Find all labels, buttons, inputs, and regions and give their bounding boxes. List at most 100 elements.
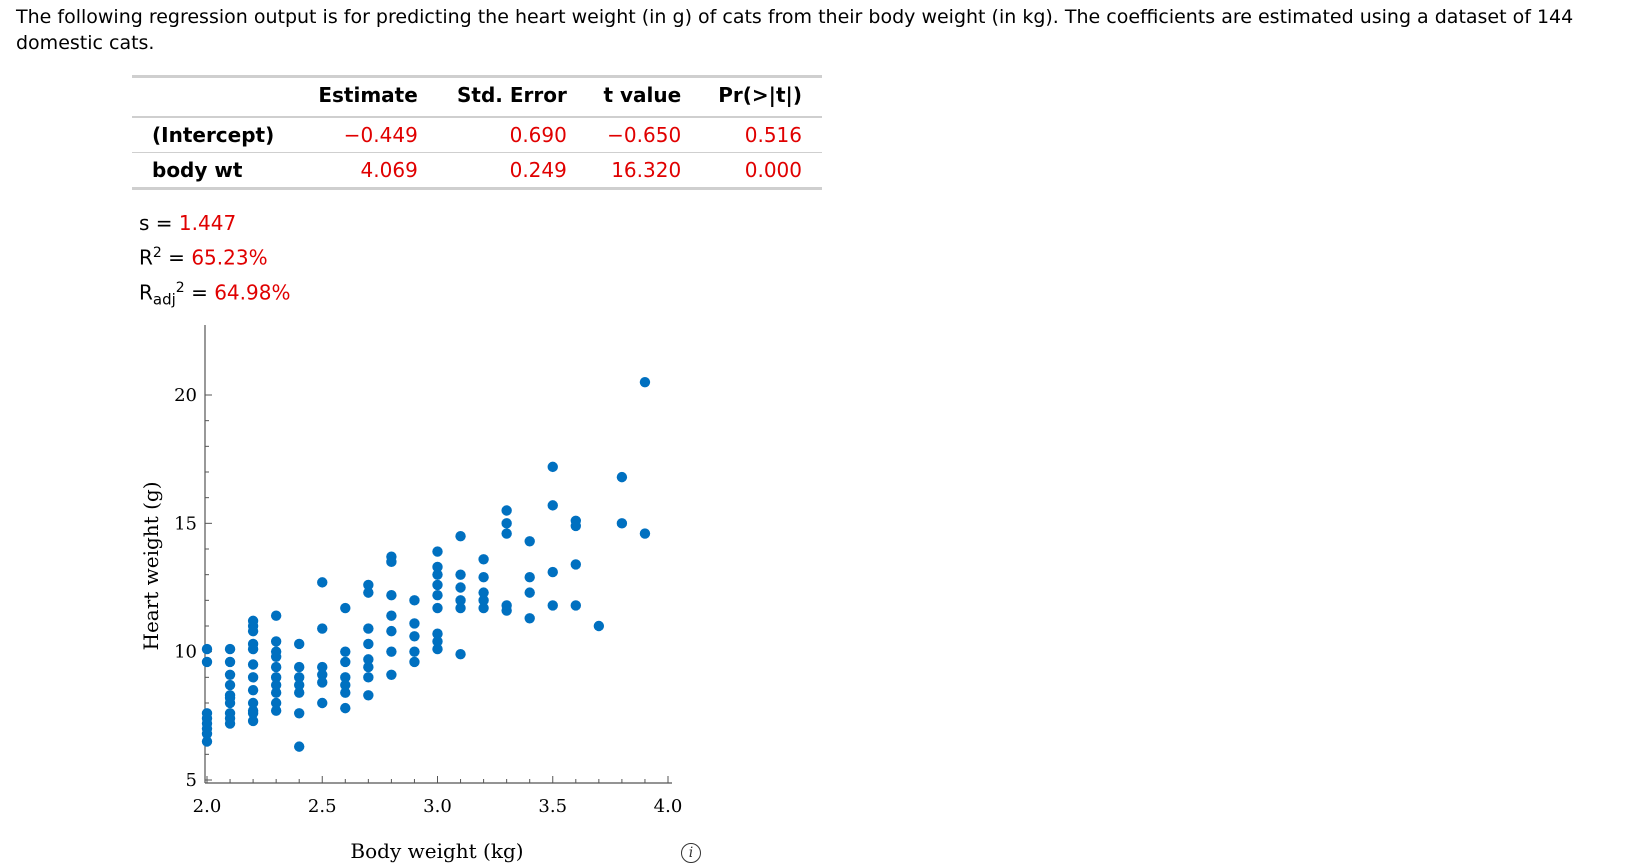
cell-t-value: 16.320 bbox=[586, 152, 702, 190]
header-t-value: t value bbox=[586, 75, 702, 118]
scatter-point bbox=[247, 659, 259, 670]
scatter-point bbox=[294, 708, 305, 719]
scatter-point bbox=[270, 646, 282, 657]
scatter-point bbox=[363, 672, 374, 683]
scatter-point bbox=[247, 697, 259, 709]
scatter-point bbox=[432, 561, 443, 573]
scatter-point bbox=[432, 590, 443, 601]
scatter-point bbox=[386, 590, 397, 601]
table-row-body-wt: body wt 4.069 0.249 16.320 0.000 bbox=[132, 152, 822, 190]
chart-points bbox=[201, 376, 651, 752]
scatter-point bbox=[386, 551, 397, 562]
scatter-point bbox=[409, 595, 420, 606]
table-header-row: Estimate Std. Error t value Pr(>|t|) bbox=[132, 75, 822, 118]
scatter-point bbox=[570, 559, 581, 570]
scatter-point bbox=[547, 461, 558, 473]
cell-std-error: 0.690 bbox=[437, 117, 587, 153]
scatter-point bbox=[386, 646, 397, 657]
scatter-point bbox=[432, 636, 443, 647]
scatter-point bbox=[224, 679, 236, 691]
scatter-point bbox=[639, 528, 651, 539]
scatter-point bbox=[478, 554, 489, 565]
scatter-point bbox=[501, 518, 512, 529]
intro-text: The following regression output is for p… bbox=[16, 6, 1574, 54]
scatter-point bbox=[317, 577, 328, 588]
scatter-point bbox=[455, 530, 466, 542]
x-tick-label: 3.0 bbox=[423, 796, 452, 817]
header-p-value: Pr(>|t|) bbox=[701, 75, 822, 118]
scatter-point bbox=[294, 661, 305, 673]
y-tick-label: 10 bbox=[174, 642, 197, 663]
header-estimate: Estimate bbox=[300, 75, 438, 118]
scatter-point bbox=[432, 579, 443, 591]
scatter-point bbox=[570, 600, 581, 611]
scatter-point bbox=[224, 656, 236, 668]
scatter-point bbox=[501, 600, 512, 611]
scatter-point bbox=[639, 376, 651, 388]
r2-value: 65.23% bbox=[191, 245, 268, 270]
scatter-point bbox=[317, 677, 328, 688]
row-label: (Intercept) bbox=[132, 117, 300, 153]
scatter-point bbox=[363, 661, 374, 673]
scatter-point bbox=[593, 620, 605, 632]
scatter-point bbox=[270, 610, 282, 621]
scatter-point bbox=[524, 613, 535, 624]
x-tick-label: 4.0 bbox=[654, 796, 683, 817]
table-row-intercept: (Intercept) −0.449 0.690 −0.650 0.516 bbox=[132, 117, 822, 153]
scatter-point bbox=[317, 623, 328, 634]
scatter-point bbox=[340, 646, 351, 657]
radj-stat: Radj2 = 64.98% bbox=[139, 273, 290, 315]
scatter-point bbox=[501, 528, 512, 539]
cell-estimate: −0.449 bbox=[300, 117, 438, 153]
cell-p-value: 0.516 bbox=[701, 117, 822, 153]
scatter-point bbox=[270, 697, 282, 709]
scatter-point bbox=[201, 656, 213, 668]
s-value: 1.447 bbox=[178, 211, 237, 235]
scatter-point bbox=[547, 600, 558, 611]
scatter-point bbox=[247, 715, 259, 727]
scatter-point bbox=[224, 690, 236, 701]
scatter-point bbox=[409, 618, 420, 629]
scatter-point bbox=[616, 518, 628, 529]
scatter-point bbox=[524, 587, 535, 598]
model-stats: s = 1.447 R 2 = 65.23% Radj2 = 64.98% bbox=[139, 208, 290, 314]
radj-label: R bbox=[139, 280, 153, 305]
row-label: body wt bbox=[132, 152, 300, 190]
scatter-point bbox=[409, 631, 420, 642]
scatter-point bbox=[224, 669, 236, 680]
chart-axes bbox=[204, 325, 672, 784]
scatter-point bbox=[524, 572, 535, 583]
scatter-point bbox=[224, 643, 236, 655]
scatter-point bbox=[363, 690, 374, 701]
x-axis-label: Body weight (kg) bbox=[350, 839, 523, 863]
r2-equals: = bbox=[161, 245, 192, 270]
scatter-point bbox=[340, 672, 351, 683]
scatter-point bbox=[432, 546, 443, 557]
scatter-point bbox=[386, 669, 397, 680]
scatter-point bbox=[294, 672, 305, 683]
scatter-point bbox=[317, 697, 328, 709]
cell-t-value: −0.650 bbox=[586, 117, 702, 153]
header-std-error: Std. Error bbox=[437, 75, 587, 118]
s-label: s = bbox=[139, 211, 179, 235]
scatter-point bbox=[363, 587, 374, 598]
scatter-point bbox=[340, 687, 351, 698]
scatter-point bbox=[547, 500, 558, 511]
scatter-point bbox=[247, 705, 259, 716]
scatter-point bbox=[340, 656, 351, 668]
cell-p-value: 0.000 bbox=[701, 152, 822, 190]
scatter-point bbox=[478, 602, 489, 614]
radj-subscript: adj bbox=[152, 290, 176, 309]
radj-superscript: 2 bbox=[175, 279, 185, 296]
scatter-point bbox=[294, 638, 305, 650]
r2-superscript: 2 bbox=[152, 245, 162, 261]
scatter-point bbox=[270, 679, 282, 691]
scatter-point bbox=[616, 471, 628, 483]
scatter-point bbox=[363, 654, 374, 665]
scatter-point bbox=[409, 656, 420, 668]
y-tick-label: 20 bbox=[174, 385, 197, 406]
info-icon[interactable]: i bbox=[681, 843, 701, 863]
cell-estimate: 4.069 bbox=[300, 152, 438, 190]
scatter-point bbox=[386, 625, 397, 637]
header-blank bbox=[132, 75, 300, 118]
